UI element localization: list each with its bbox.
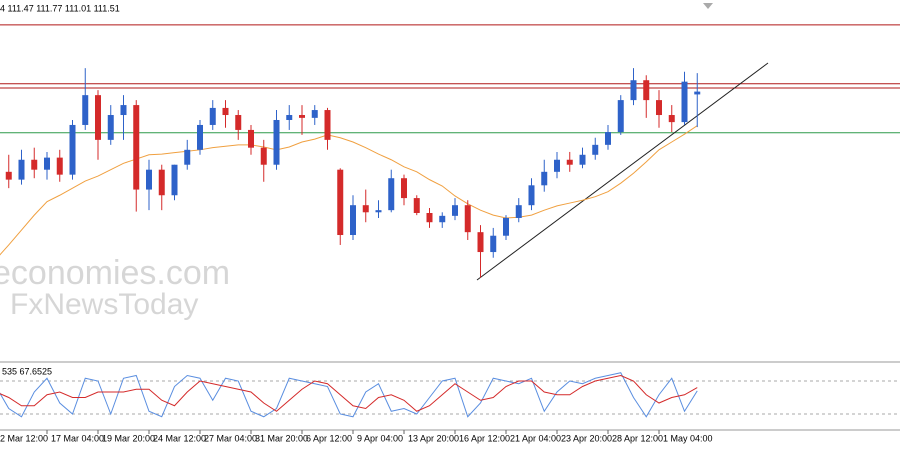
candle-body (324, 110, 331, 140)
candle-body (362, 205, 369, 213)
x-tick-label: 27 Mar 04:00 (204, 433, 257, 443)
candle-body (452, 205, 458, 216)
candle-body (426, 213, 433, 223)
candle-body (337, 169, 344, 236)
candle-body (222, 107, 229, 116)
x-tick-label: 23 Apr 20:00 (561, 433, 612, 443)
candle-body (694, 91, 701, 95)
candle-body (503, 217, 509, 236)
x-tick-label: 19 Mar 20:00 (102, 433, 155, 443)
candle-body (477, 232, 484, 253)
candle-body (235, 115, 242, 130)
candle-body (630, 80, 637, 101)
candle-body (95, 95, 101, 140)
indicator-line (0, 372, 698, 418)
x-tick-label: 9 Apr 04:00 (357, 433, 403, 443)
candle-body (31, 159, 38, 170)
candle-body (515, 205, 522, 218)
candle-body (133, 105, 140, 190)
trendline (476, 62, 769, 281)
candle-body (260, 147, 267, 165)
candle-body (18, 159, 25, 180)
x-tick-label: 21 Apr 04:00 (510, 433, 561, 443)
candle-body (554, 159, 560, 172)
candle-body (44, 157, 50, 170)
candle-body (401, 178, 407, 199)
candle-body (541, 171, 548, 186)
candle-body (158, 169, 165, 196)
candle-body (490, 235, 497, 253)
indicator-line (0, 374, 698, 412)
x-tick-label: 16 Apr 12:00 (459, 433, 510, 443)
candle-body (273, 119, 280, 165)
x-tick-label: 1 May 04:00 (663, 433, 713, 443)
candle-body (82, 95, 89, 125)
x-tick-label: 17 Mar 04:00 (51, 433, 104, 443)
candle-body (656, 100, 662, 116)
watermark: FxNewsToday (10, 288, 198, 321)
candle-body (592, 144, 599, 155)
indicator-label: 535 67.6525 (2, 366, 52, 376)
x-tick-label: 31 Mar 20:00 (255, 433, 308, 443)
candle-body (579, 154, 586, 165)
candle-body (681, 81, 688, 123)
candle-body (617, 100, 624, 133)
candle-body (286, 115, 293, 120)
candle-body (643, 80, 650, 101)
candle-body (668, 115, 675, 123)
candle-body (146, 169, 152, 190)
candle-body (375, 210, 382, 213)
candle-body (439, 215, 446, 223)
candle-body (184, 149, 191, 165)
header: 4 111.47 111.77 111.01 111.51 (0, 3, 120, 13)
x-tick-label: 13 Apr 20:00 (408, 433, 459, 443)
candle-body (413, 198, 420, 213)
x-tick-label: 24 Mar 12:00 (153, 433, 206, 443)
x-tick-label: 28 Apr 12:00 (612, 433, 663, 443)
moving-average (0, 125, 698, 256)
scroll-marker (703, 3, 713, 9)
candle-body (56, 157, 63, 175)
candle-body (120, 105, 127, 116)
candle-body (69, 124, 76, 175)
candle-body (350, 205, 356, 236)
candle-body (5, 171, 12, 180)
x-tick-label: 6 Apr 12:00 (306, 433, 352, 443)
candle-body (209, 107, 216, 125)
candle-body (197, 124, 203, 150)
candle-body (388, 178, 395, 211)
candle-body (528, 185, 535, 206)
candle-body (299, 115, 305, 118)
candle-body (171, 164, 178, 196)
candle-body (248, 129, 254, 148)
candle-body (107, 115, 114, 140)
candle-body (605, 132, 611, 145)
candle-body (311, 110, 318, 118)
candle-body (464, 205, 471, 233)
x-tick-label: 2 Mar 12:00 (0, 433, 48, 443)
watermark: economies.com (0, 254, 230, 292)
candle-body (566, 159, 573, 165)
